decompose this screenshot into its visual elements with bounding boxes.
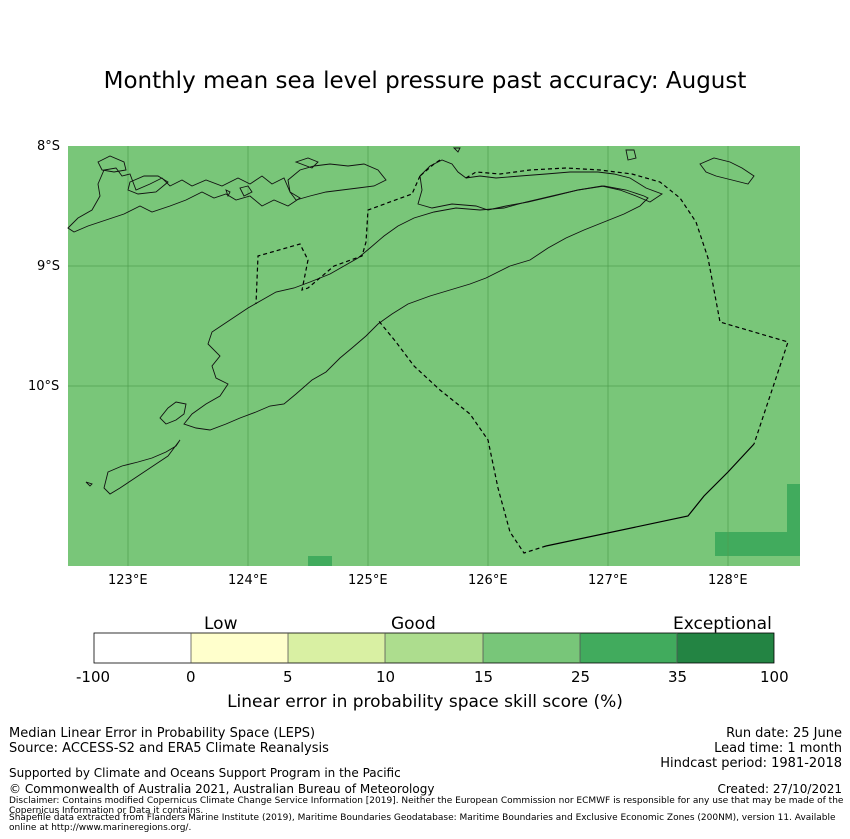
colorbar-segment (191, 633, 288, 663)
lat-tick-label: 9°S (37, 259, 61, 274)
lat-tick-label: 8°S (37, 139, 61, 154)
colorbar-segment (94, 633, 191, 663)
copyright-text: © Commonwealth of Australia 2021, Austra… (9, 782, 435, 796)
method-text: Median Linear Error in Probability Space… (9, 726, 316, 741)
colorbar-segment (385, 633, 483, 663)
lead-time-text: Lead time: 1 month (714, 741, 842, 756)
lon-tick-label: 125°E (348, 573, 388, 588)
colorbar-segment (288, 633, 385, 663)
colorbar-tick-label: 25 (571, 668, 591, 686)
colorbar-tick-label: -100 (76, 668, 111, 686)
coastlines (67, 147, 755, 495)
category-exceptional-label: Exceptional (673, 614, 772, 634)
flores-coastline (67, 167, 301, 233)
timor-coastline (183, 185, 649, 431)
lon-tick-label: 126°E (468, 573, 508, 588)
lon-tick-label: 127°E (588, 573, 628, 588)
hindcast-text: Hindcast period: 1981-2018 (660, 756, 842, 771)
colorbar-outline (93, 632, 775, 664)
lat-tick-label: 10°S (28, 379, 60, 394)
alor-coastline (287, 157, 387, 201)
category-low-label: Low (204, 614, 238, 634)
colorbar-tick-label: 5 (283, 668, 293, 686)
colorbar-title: Linear error in probability space skill … (227, 692, 623, 712)
shapefile-credit-text: Shapefile data extracted from Flanders M… (9, 813, 836, 833)
colorbar-segment (483, 633, 580, 663)
lon-tick-label: 124°E (228, 573, 268, 588)
colorbar-segment (677, 633, 774, 663)
colorbar-tick-label: 100 (760, 668, 789, 686)
lon-tick-label: 123°E (108, 573, 148, 588)
map-title: Monthly mean sea level pressure past acc… (103, 68, 747, 94)
higher-skill-cells (308, 484, 800, 566)
rote-coastline (159, 401, 187, 425)
timor-leste-eez-boundary (255, 159, 789, 554)
disclaimer-text: Disclaimer: Contains modified Copernicus… (9, 796, 844, 816)
skill-cell (308, 556, 332, 566)
lon-tick-label: 128°E (708, 573, 748, 588)
created-text: Created: 27/10/2021 (717, 782, 842, 796)
colorbar-tick-label: 10 (376, 668, 396, 686)
eez-boundary (255, 159, 789, 554)
east-islands-coastline (452, 147, 755, 185)
source-text: Source: ACCESS-S2 and ERA5 Climate Reana… (9, 741, 329, 756)
colorbar-tick-label: 0 (186, 668, 196, 686)
colorbar-tick-label: 15 (474, 668, 494, 686)
skill-cell (715, 532, 800, 556)
skill-field (68, 146, 800, 566)
flores-north-islands (97, 155, 253, 198)
skill-cell (787, 484, 800, 532)
solid-boundary-segment (545, 443, 755, 547)
sawu-coastline (85, 439, 181, 495)
support-text: Supported by Climate and Oceans Support … (9, 766, 401, 780)
run-date-text: Run date: 25 June (726, 726, 842, 741)
colorbar-tick-label: 35 (668, 668, 688, 686)
category-good-label: Good (391, 614, 436, 634)
colorbar-segment (580, 633, 677, 663)
